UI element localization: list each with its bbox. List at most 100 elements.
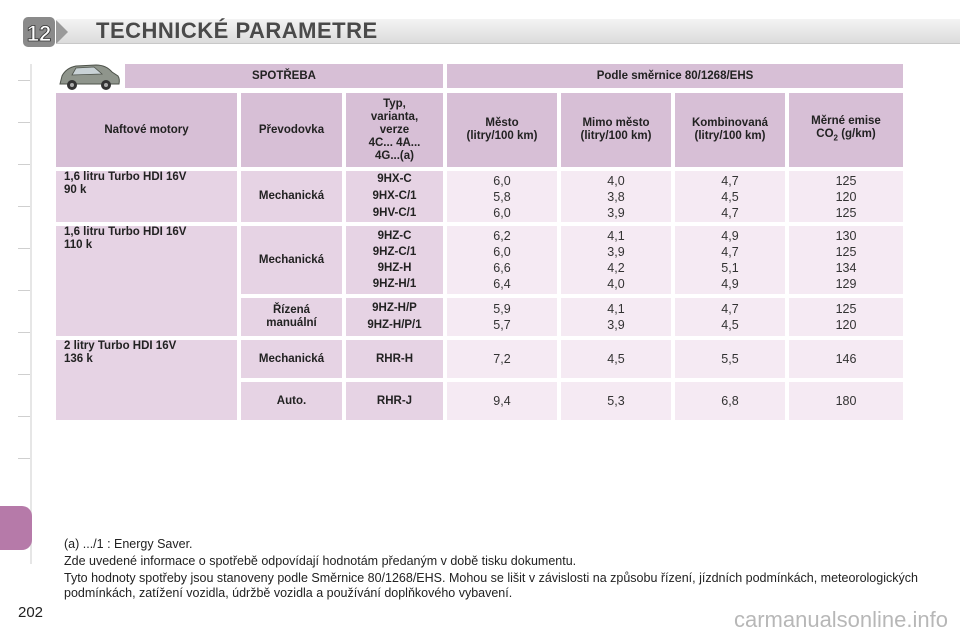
value: 120	[835, 318, 857, 332]
type-code: 9HX-C/1	[372, 190, 417, 202]
type-code: 9HZ-H/1	[372, 278, 417, 290]
engine-cell: 1,6 litru Turbo HDI 16V 90 k	[56, 171, 237, 222]
value: 4,1	[607, 229, 625, 243]
co2-cell: 130 125 134 129	[789, 226, 903, 294]
consumption-header: SPOTŘEBA	[125, 64, 443, 88]
co2-cell: 180	[789, 382, 903, 420]
car-icon	[59, 64, 120, 90]
header-line: 4G...(a)	[375, 149, 414, 162]
engine-line: 1,6 litru Turbo HDI 16V	[64, 226, 187, 238]
value: 130	[835, 229, 857, 243]
page-number: 202	[18, 604, 44, 621]
type-cell: 9HZ-H/P 9HZ-H/P/1	[346, 298, 443, 336]
side-tab-mark	[18, 248, 32, 249]
side-tab-mark	[18, 458, 32, 459]
side-tab-mark	[18, 80, 32, 81]
extra-urban-cell: 5,3	[561, 382, 671, 420]
value: 3,9	[607, 245, 625, 259]
side-tab-mark	[18, 122, 32, 123]
combined-column-header: Kombinovaná (litry/100 km)	[675, 93, 785, 167]
value: 125	[835, 302, 857, 316]
gearbox-cell: Mechanická	[241, 340, 342, 378]
header-line: varianta,	[370, 110, 419, 123]
type-cell: RHR-J	[346, 382, 443, 420]
combined-cell: 6,8	[675, 382, 785, 420]
page-title: TECHNICKÉ PARAMETRE	[96, 18, 378, 43]
header-line: Mimo město	[582, 117, 650, 129]
value: 4,5	[721, 189, 739, 204]
extra-urban-cell: 4,5	[561, 340, 671, 378]
type-code: 9HX-C	[377, 173, 412, 185]
type-code: 9HZ-H	[377, 262, 412, 274]
gearbox-cell: Mechanická	[241, 171, 342, 222]
chapter-badge-icon: 12	[21, 15, 68, 49]
side-tab-mark	[18, 206, 32, 207]
city-cell: 7,2	[447, 340, 557, 378]
type-cell: 9HZ-C 9HZ-C/1 9HZ-H 9HZ-H/1	[346, 226, 443, 294]
gearbox-column-header: Převodovka	[241, 93, 342, 167]
city-cell: 6,0 5,8 6,0	[447, 171, 557, 222]
extra-urban-cell: 4,0 3,8 3,9	[561, 171, 671, 222]
co2-cell: 146	[789, 340, 903, 378]
value: 6,2	[493, 229, 511, 243]
active-chapter-tab[interactable]	[0, 506, 32, 550]
co2-subscript: 2	[833, 133, 838, 143]
co2-unit: (g/km)	[838, 128, 876, 141]
value: 134	[835, 261, 857, 275]
combined-cell: 4,7 4,5 4,7	[675, 171, 785, 222]
value: 4,2	[607, 261, 625, 275]
gearbox-cell: Řízená manuální	[241, 298, 342, 336]
value: 6,0	[493, 245, 511, 259]
value: 4,5	[721, 318, 739, 332]
type-code: 9HZ-C/1	[372, 246, 417, 258]
footnote: Zde uvedené informace o spotřebě odpovíd…	[64, 554, 577, 568]
side-tabs	[0, 60, 34, 620]
engine-cell: 1,6 litru Turbo HDI 16V 110 k	[56, 226, 237, 336]
extra-urban-column-header: Mimo město (litry/100 km)	[561, 93, 671, 167]
value: 4,0	[607, 173, 625, 188]
gearbox-line: Řízená	[272, 304, 311, 316]
header-line: (litry/100 km)	[580, 130, 652, 142]
chapter-number: 12	[27, 21, 51, 46]
value: 5,1	[721, 261, 739, 275]
header-line: verze	[379, 123, 410, 136]
co2-cell: 125 120 125	[789, 171, 903, 222]
combined-cell: 4,9 4,7 5,1 4,9	[675, 226, 785, 294]
value: 4,1	[607, 302, 625, 316]
extra-urban-cell: 4,1 3,9	[561, 298, 671, 336]
footnote: Tyto hodnoty spotřeby jsou stanoveny pod…	[64, 571, 918, 600]
header-line: Kombinovaná	[691, 117, 769, 129]
header-line: 4C... 4A...	[368, 136, 421, 149]
engine-column-header: Naftové motory	[56, 93, 237, 167]
footnote: (a) .../1 : Energy Saver.	[64, 537, 193, 551]
value: 125	[835, 245, 857, 259]
city-cell: 5,9 5,7	[447, 298, 557, 336]
co2-column-header: Měrné emise CO2 (g/km)	[789, 93, 903, 167]
city-cell: 6,2 6,0 6,6 6,4	[447, 226, 557, 294]
engine-line: 110 k	[64, 239, 93, 251]
value: 6,6	[493, 261, 511, 275]
header-line: Měrné emise	[811, 115, 881, 128]
side-edge	[30, 64, 32, 564]
extra-urban-cell: 4,1 3,9 4,2 4,0	[561, 226, 671, 294]
header-line: (litry/100 km)	[694, 130, 766, 142]
engine-line: 2 litry Turbo HDI 16V	[64, 340, 177, 352]
type-cell: RHR-H	[346, 340, 443, 378]
city-cell: 9,4	[447, 382, 557, 420]
value: 4,0	[607, 277, 625, 291]
value: 125	[835, 205, 857, 220]
value: 6,4	[493, 277, 511, 291]
value: 4,7	[721, 245, 739, 259]
engine-cell: 2 litry Turbo HDI 16V 136 k	[56, 340, 237, 420]
value: 5,8	[493, 189, 511, 204]
side-tab-mark	[18, 332, 32, 333]
side-tab-mark	[18, 374, 32, 375]
directive-header: Podle směrnice 80/1268/EHS	[447, 64, 903, 88]
combined-cell: 5,5	[675, 340, 785, 378]
value: 125	[835, 173, 857, 188]
gearbox-cell: Auto.	[241, 382, 342, 420]
header-line: Typ,	[383, 97, 406, 110]
engine-line: 90 k	[64, 184, 87, 196]
value: 4,7	[721, 205, 739, 220]
combined-cell: 4,7 4,5	[675, 298, 785, 336]
